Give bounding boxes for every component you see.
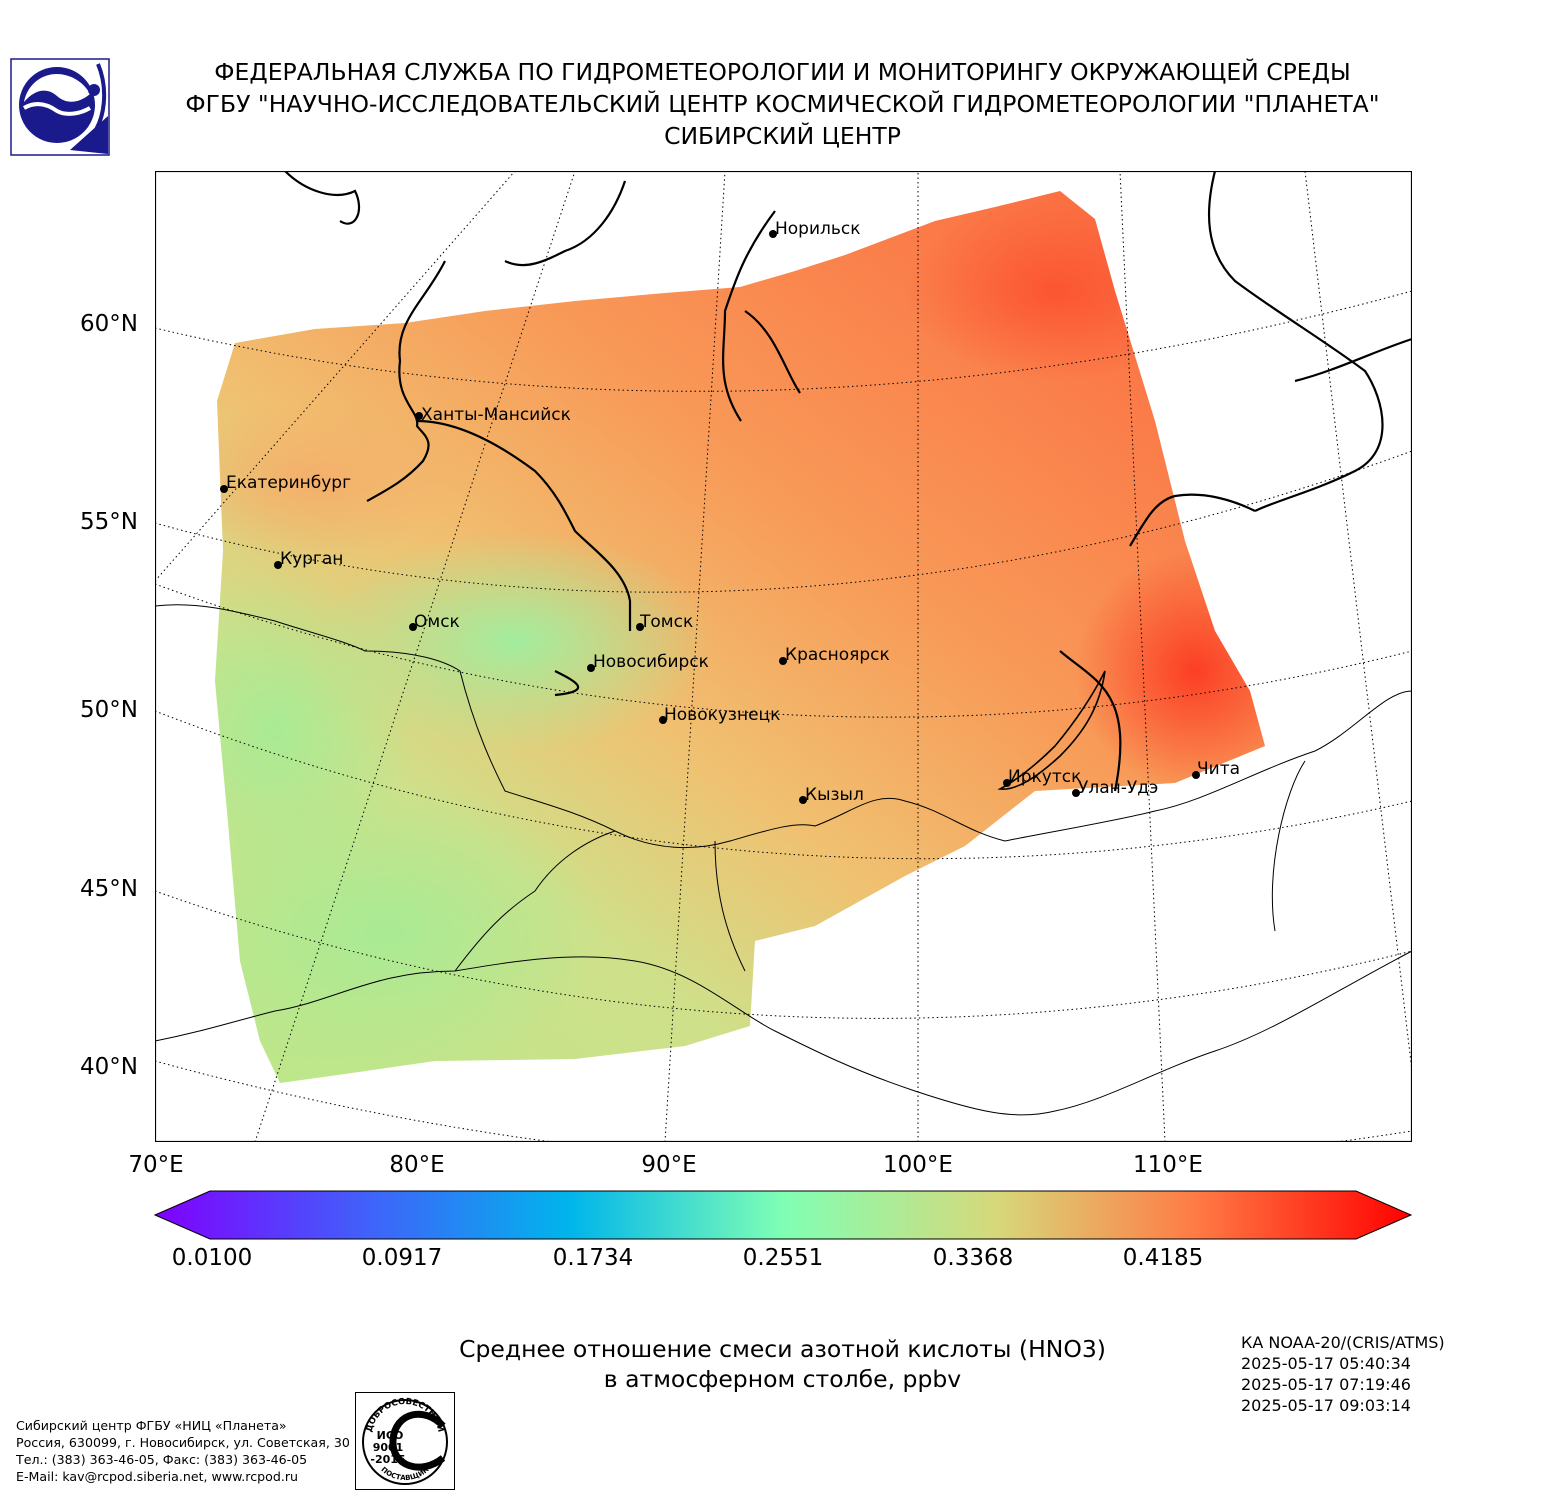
city-dot-icon — [769, 230, 777, 238]
city-dot-icon — [659, 716, 667, 724]
city-norilsk: Норильск — [775, 219, 861, 239]
city-irkutsk: Иркутск — [1008, 767, 1082, 787]
colorbar-tick-3: 0.2551 — [742, 1245, 824, 1271]
footer-line1: Сибирский центр ФГБУ «НИЦ «Планета» — [16, 1418, 287, 1433]
colorbar-tick-5: 0.4185 — [1122, 1245, 1204, 1271]
lon-label-90: 90°E — [641, 1152, 697, 1178]
city-dot-icon — [779, 657, 787, 665]
planeta-logo-icon — [10, 58, 110, 156]
country-borders — [155, 604, 1412, 1116]
city-dot-icon — [799, 796, 807, 804]
city-dot-icon — [1003, 779, 1011, 787]
colorbar — [153, 1190, 1413, 1240]
city-dot-icon — [1192, 771, 1200, 779]
iso-text-3: -2015 — [370, 1453, 405, 1466]
city-dot-icon — [415, 412, 423, 420]
lake-baikal — [997, 670, 1106, 790]
satellite-name: КА NOAA-20/(CRIS/ATMS) — [1241, 1333, 1445, 1352]
colorbar-tick-1: 0.0917 — [361, 1245, 443, 1271]
satellite-time-1: 2025-05-17 05:40:34 — [1241, 1354, 1411, 1373]
satellite-time-3: 2025-05-17 09:03:14 — [1241, 1396, 1411, 1415]
lat-label-60: 60°N — [80, 311, 138, 337]
header-line2: ФГБУ "НАУЧНО-ИССЛЕДОВАТЕЛЬСКИЙ ЦЕНТР КОС… — [185, 90, 1380, 118]
caption-line1: Среднее отношение смеси азотной кислоты … — [459, 1335, 1106, 1363]
rivers-coastlines — [284, 171, 1412, 792]
colorbar-tick-2: 0.1734 — [552, 1245, 634, 1271]
city-krasnoyarsk: Красноярск — [785, 645, 890, 665]
header: ФЕДЕРАЛЬНАЯ СЛУЖБА ПО ГИДРОМЕТЕОРОЛОГИИ … — [120, 56, 1445, 152]
caption-line2: в атмосферном столбе, ppbv — [603, 1365, 962, 1393]
header-line1: ФЕДЕРАЛЬНАЯ СЛУЖБА ПО ГИДРОМЕТЕОРОЛОГИИ … — [214, 58, 1351, 86]
lat-label-45: 45°N — [80, 876, 138, 902]
footer-contacts: Сибирский центр ФГБУ «НИЦ «Планета» Росс… — [16, 1417, 350, 1485]
city-kyzyl: Кызыл — [805, 785, 864, 805]
lon-label-70: 70°E — [128, 1152, 184, 1178]
city-khanty-mansiysk: Ханты-Мансийск — [421, 405, 571, 425]
footer-line3: Тел.: (383) 363-46-05, Факс: (383) 363-4… — [16, 1452, 308, 1467]
city-chita: Чита — [1197, 759, 1241, 779]
city-omsk: Омск — [414, 612, 460, 632]
city-ulan-ude: Улан-Удэ — [1078, 778, 1159, 798]
city-dot-icon — [220, 485, 228, 493]
lon-label-110: 110°E — [1133, 1152, 1203, 1178]
header-line3: СИБИРСКИЙ ЦЕНТР — [664, 122, 901, 150]
satellite-info: КА NOAA-20/(CRIS/ATMS) 2025-05-17 05:40:… — [1241, 1332, 1445, 1416]
city-dot-icon — [274, 561, 282, 569]
city-dot-icon — [636, 623, 644, 631]
colorbar-tick-4: 0.3368 — [932, 1245, 1014, 1271]
map — [155, 171, 1412, 1142]
iso-certificate-icon: ДОБРОСОВЕСТНЫЙ ИСО 9001 -2015 ПОСТАВЩИК — [355, 1392, 455, 1490]
city-dot-icon — [587, 664, 595, 672]
city-yekaterinburg: Екатеринбург — [226, 473, 352, 493]
city-tomsk: Томск — [640, 612, 694, 632]
map-caption: Среднее отношение смеси азотной кислоты … — [380, 1334, 1185, 1394]
footer-line2: Россия, 630099, г. Новосибирск, ул. Сове… — [16, 1435, 350, 1450]
lat-label-40: 40°N — [80, 1054, 138, 1080]
iso-text-1: ИСО — [377, 1429, 404, 1442]
city-novokuznetsk: Новокузнецк — [664, 705, 781, 725]
lat-label-50: 50°N — [80, 697, 138, 723]
lat-label-55: 55°N — [80, 509, 138, 535]
lon-label-100: 100°E — [883, 1152, 953, 1178]
city-dot-icon — [1072, 789, 1080, 797]
satellite-time-2: 2025-05-17 07:19:46 — [1241, 1375, 1411, 1394]
city-dot-icon — [409, 623, 417, 631]
colorbar-tick-0: 0.0100 — [171, 1245, 253, 1271]
city-novosibirsk: Новосибирск — [593, 652, 709, 672]
map-border — [155, 171, 1412, 1142]
footer-line4: E-Mail: kav@rcpod.siberia.net, www.rcpod… — [16, 1469, 298, 1484]
lon-label-80: 80°E — [389, 1152, 445, 1178]
iso-text-2: 9001 — [373, 1441, 404, 1454]
graticule — [155, 171, 1412, 1142]
city-kurgan: Курган — [280, 549, 344, 569]
